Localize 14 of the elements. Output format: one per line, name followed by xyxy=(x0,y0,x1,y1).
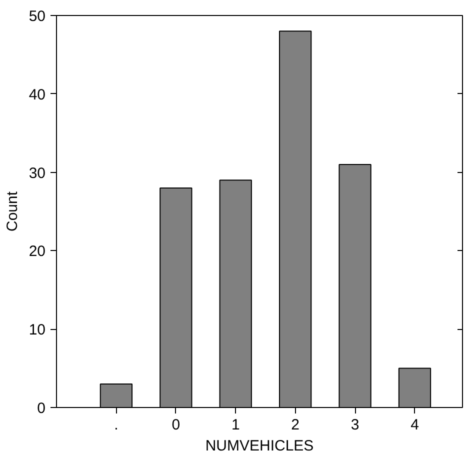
y-tick-label: 30 xyxy=(28,164,46,182)
y-tick-label: 50 xyxy=(28,8,46,25)
y-axis-title: Count xyxy=(4,190,21,232)
x-tick-label: 2 xyxy=(291,416,300,434)
x-tick-label: . xyxy=(114,416,118,434)
x-tick-label: 4 xyxy=(410,416,419,434)
y-tick-label: 40 xyxy=(28,86,46,104)
y-tick-label: 10 xyxy=(28,322,46,339)
y-tick-label: 20 xyxy=(28,243,46,260)
x-tick-label: 0 xyxy=(172,416,180,434)
x-tick-label: 3 xyxy=(350,416,360,434)
x-tick-label: 1 xyxy=(231,416,240,434)
x-axis-title: NUMVEHICLES xyxy=(205,438,314,454)
y-tick-label: 0 xyxy=(37,400,46,417)
